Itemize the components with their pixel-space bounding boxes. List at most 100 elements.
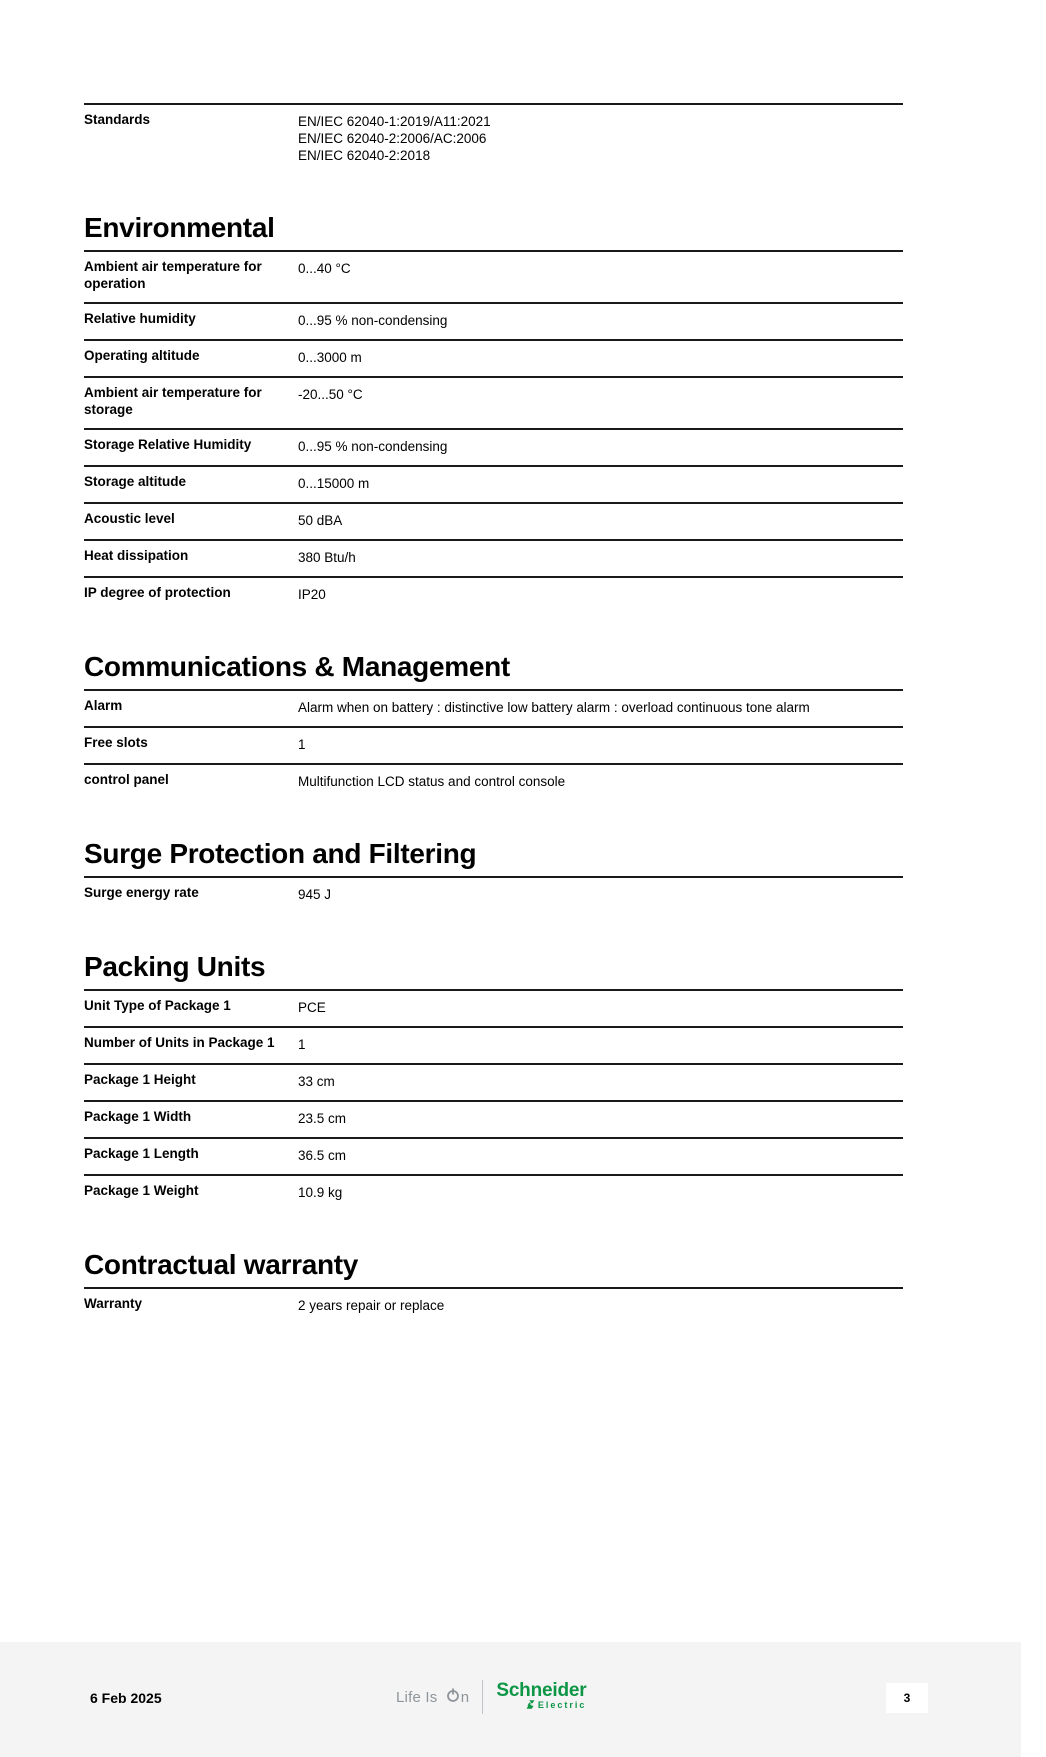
power-icon — [446, 1688, 460, 1707]
spec-row: Ambient air temperature for storage -20.… — [84, 378, 903, 430]
spec-section: Contractual warranty Warranty 2 years re… — [84, 1249, 903, 1324]
row-value: 0...95 % non-condensing — [298, 311, 853, 329]
value-line: Multifunction LCD status and control con… — [298, 774, 566, 789]
row-value: 380 Btu/h — [298, 548, 853, 566]
row-label: Package 1 Length — [84, 1146, 199, 1161]
spec-row: Package 1 Width 23.5 cm — [84, 1102, 903, 1139]
schneider-wordmark: Schneider Electric — [496, 1679, 587, 1713]
row-label: Surge energy rate — [84, 885, 199, 900]
spec-row: Operating altitude 0...3000 m — [84, 341, 903, 378]
tagline-text-before: Life Is — [396, 1688, 442, 1706]
spec-section: Standards EN/IEC 62040-1:2019/A11:2021 EN… — [84, 103, 903, 174]
row-value: 1 — [298, 1035, 853, 1053]
value-line: 33 cm — [298, 1074, 335, 1089]
spec-row: IP degree of protection IP20 — [84, 578, 903, 613]
spec-section: Communications & Management Alarm Alarm … — [84, 651, 903, 800]
spec-table: Surge energy rate 945 J — [84, 878, 903, 913]
spec-row: control panel Multifunction LCD status a… — [84, 765, 903, 800]
value-line: 10.9 kg — [298, 1185, 343, 1200]
row-value: -20...50 °C — [298, 385, 853, 418]
row-label: Package 1 Height — [84, 1072, 196, 1087]
spec-table: Warranty 2 years repair or replace — [84, 1289, 903, 1324]
spec-row: Storage altitude 0...15000 m — [84, 467, 903, 504]
row-value: PCE — [298, 998, 853, 1016]
value-line: 945 J — [298, 887, 332, 902]
row-label: Free slots — [84, 735, 148, 750]
spec-row: Number of Units in Package 1 1 — [84, 1028, 903, 1065]
row-label: Unit Type of Package 1 — [84, 998, 231, 1013]
spec-row: Unit Type of Package 1 PCE — [84, 991, 903, 1028]
value-line: 2 years repair or replace — [298, 1298, 445, 1313]
spec-content: Standards EN/IEC 62040-1:2019/A11:2021 EN… — [84, 103, 903, 1324]
row-value: 0...40 °C — [298, 259, 853, 292]
section-title: Surge Protection and Filtering — [84, 838, 903, 878]
row-label: Storage altitude — [84, 474, 187, 489]
tagline-text-after: n — [460, 1688, 470, 1706]
row-value: 0...3000 m — [298, 348, 853, 366]
spec-row: Relative humidity 0...95 % non-condensin… — [84, 304, 903, 341]
row-label: Package 1 Weight — [84, 1183, 199, 1198]
page-footer: 6 Feb 2025 Life Is n Schneider Electric … — [0, 1642, 1021, 1757]
row-value: 33 cm — [298, 1072, 853, 1090]
value-line: -20...50 °C — [298, 387, 363, 402]
spec-row: Warranty 2 years repair or replace — [84, 1289, 903, 1324]
value-line: 380 Btu/h — [298, 550, 356, 565]
spec-row: Free slots 1 — [84, 728, 903, 765]
value-line: 0...3000 m — [298, 350, 362, 365]
section-title: Packing Units — [84, 951, 903, 991]
spec-row: Surge energy rate 945 J — [84, 878, 903, 913]
row-label: Acoustic level — [84, 511, 175, 526]
spec-row: Package 1 Weight 10.9 kg — [84, 1176, 903, 1211]
row-label: Storage Relative Humidity — [84, 437, 252, 452]
spec-section: Surge Protection and Filtering Surge ene… — [84, 838, 903, 913]
schneider-glyph-icon — [525, 1699, 536, 1713]
spec-row: Package 1 Length 36.5 cm — [84, 1139, 903, 1176]
electric-label: Electric — [537, 1700, 587, 1710]
spec-section: Environmental Ambient air temperature fo… — [84, 212, 903, 613]
row-label: Heat dissipation — [84, 548, 189, 563]
row-label: IP degree of protection — [84, 585, 231, 600]
row-value: 23.5 cm — [298, 1109, 853, 1127]
value-line: EN/IEC 62040-2:2006/AC:2006 — [298, 131, 487, 146]
row-value: 10.9 kg — [298, 1183, 853, 1201]
spec-row: Storage Relative Humidity 0...95 % non-c… — [84, 430, 903, 467]
spec-row: Standards EN/IEC 62040-1:2019/A11:2021 EN… — [84, 105, 903, 174]
spec-table: Ambient air temperature for operation 0.… — [84, 252, 903, 613]
schneider-logo: Life Is n Schneider Electric — [396, 1679, 587, 1714]
value-line: 36.5 cm — [298, 1148, 347, 1163]
value-line: PCE — [298, 1000, 326, 1015]
row-value: 50 dBA — [298, 511, 853, 529]
section-title: Communications & Management — [84, 651, 903, 691]
spec-table: Unit Type of Package 1 PCE Number of Uni… — [84, 991, 903, 1211]
brand-divider — [482, 1680, 484, 1714]
spec-row: Alarm Alarm when on battery : distinctiv… — [84, 691, 903, 728]
row-value: Multifunction LCD status and control con… — [298, 772, 853, 790]
section-title: Contractual warranty — [84, 1249, 903, 1289]
row-label: Relative humidity — [84, 311, 196, 326]
row-label: Alarm — [84, 698, 123, 713]
row-label: Warranty — [84, 1296, 143, 1311]
page-number: 3 — [886, 1683, 928, 1713]
value-line: 1 — [298, 737, 306, 752]
value-line: 1 — [298, 1037, 306, 1052]
row-value: EN/IEC 62040-1:2019/A11:2021 EN/IEC 62040… — [298, 112, 853, 164]
row-label: Number of Units in Package 1 — [84, 1035, 275, 1050]
row-label: Ambient air temperature for storage — [84, 385, 262, 417]
row-label: Package 1 Width — [84, 1109, 192, 1124]
value-line: IP20 — [298, 587, 326, 602]
row-value: 0...95 % non-condensing — [298, 437, 853, 455]
row-value: 1 — [298, 735, 853, 753]
value-line: 23.5 cm — [298, 1111, 347, 1126]
spec-row: Package 1 Height 33 cm — [84, 1065, 903, 1102]
schneider-name: Schneider — [496, 1679, 587, 1701]
value-line: 0...40 °C — [298, 261, 351, 276]
row-label: Operating altitude — [84, 348, 200, 363]
row-label: control panel — [84, 772, 169, 787]
spec-section: Packing Units Unit Type of Package 1 PCE… — [84, 951, 903, 1211]
spec-row: Ambient air temperature for operation 0.… — [84, 252, 903, 304]
row-label: Standards — [84, 112, 151, 127]
row-value: 36.5 cm — [298, 1146, 853, 1164]
value-line: 0...95 % non-condensing — [298, 439, 448, 454]
value-line: Alarm when on battery : distinctive low … — [298, 700, 810, 715]
row-value: 2 years repair or replace — [298, 1296, 853, 1314]
